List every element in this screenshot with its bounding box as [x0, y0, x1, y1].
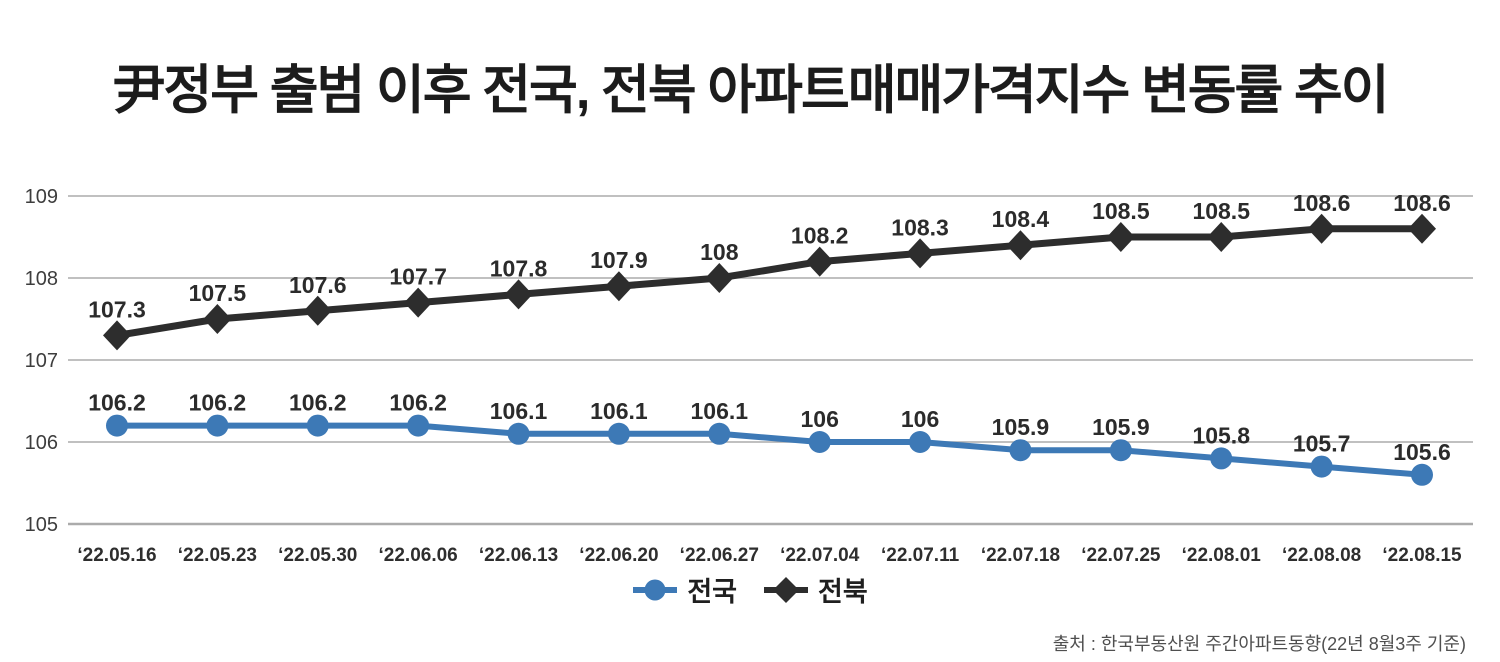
- x-axis-tick-label: ‘22.06.13: [479, 545, 558, 566]
- diamond-legend-marker-icon: [764, 576, 808, 603]
- circle-legend-marker-icon: [633, 579, 678, 600]
- data-point-marker: [604, 271, 633, 302]
- data-point-marker: [1408, 213, 1436, 244]
- data-point-marker: [106, 414, 128, 437]
- data-point-marker: [1310, 455, 1333, 478]
- x-axis-tick-label: ‘22.06.06: [379, 545, 458, 566]
- data-point-label: 105.9: [1092, 414, 1150, 440]
- x-axis-tick-label: ‘22.05.30: [278, 545, 357, 566]
- data-point-marker: [1009, 439, 1032, 462]
- y-axis-tick-label: 108: [25, 268, 58, 290]
- x-axis-tick-label: ‘22.08.01: [1182, 545, 1262, 566]
- series-line-circle: [117, 422, 1423, 478]
- data-point-marker: [203, 304, 232, 334]
- data-point-label: 106: [901, 406, 939, 432]
- data-point-label: 107.5: [189, 280, 247, 306]
- data-point-marker: [1411, 463, 1433, 486]
- data-point-label: 106.2: [189, 390, 247, 416]
- data-point-marker: [607, 422, 630, 445]
- x-axis-tick-label: ‘22.07.11: [881, 545, 960, 566]
- legend-item-diamond: 전북: [763, 570, 868, 609]
- data-point-marker: [504, 279, 533, 310]
- data-point-label: 107.9: [590, 247, 648, 273]
- data-point-marker: [1006, 230, 1035, 261]
- data-point-marker: [1109, 439, 1132, 462]
- data-point-label: 108: [700, 239, 739, 265]
- data-point-marker: [404, 287, 433, 318]
- series-line-diamond: [116, 225, 1422, 339]
- legend-item-circle: 전국: [632, 570, 737, 609]
- data-point-label: 106.1: [691, 398, 749, 424]
- data-point-label: 106: [801, 406, 839, 432]
- data-point-marker: [103, 320, 131, 351]
- legend: 전국 전북: [0, 570, 1500, 609]
- x-axis-tick-label: ‘22.07.25: [1081, 545, 1161, 566]
- y-axis-tick-label: 107: [25, 350, 58, 372]
- data-point-label: 106.1: [490, 398, 548, 424]
- data-point-label: 105.6: [1393, 439, 1451, 465]
- y-axis-tick-label: 105: [25, 514, 58, 536]
- x-axis-tick-label: ‘22.07.04: [780, 545, 860, 566]
- legend-label: 전국: [687, 577, 737, 607]
- y-axis-tick-label: 109: [25, 186, 58, 208]
- x-axis-tick-label: ‘22.06.27: [680, 545, 759, 566]
- data-point-marker: [1307, 213, 1336, 244]
- data-point-marker: [303, 295, 332, 326]
- data-point-label: 108.6: [1393, 190, 1451, 216]
- data-point-label: 105.9: [992, 414, 1050, 440]
- data-point-label: 108.3: [891, 214, 949, 240]
- data-point-label: 108.6: [1293, 190, 1351, 216]
- data-point-marker: [808, 431, 831, 453]
- data-point-label: 106.2: [88, 390, 146, 416]
- data-point-label: 106.2: [389, 390, 447, 416]
- data-point-marker: [1106, 222, 1135, 252]
- data-point-marker: [705, 263, 734, 293]
- data-point-label: 108.5: [1192, 198, 1250, 224]
- x-axis-tick-label: ‘22.05.16: [77, 545, 156, 566]
- x-axis-tick-label: ‘22.05.23: [178, 545, 257, 566]
- data-point-label: 106.2: [289, 390, 347, 416]
- x-axis-tick-label: ‘22.07.18: [981, 545, 1060, 566]
- data-point-label: 107.6: [289, 272, 347, 298]
- data-point-marker: [805, 246, 834, 277]
- data-point-label: 107.3: [88, 296, 146, 322]
- data-point-marker: [306, 414, 329, 437]
- data-point-marker: [1210, 447, 1233, 470]
- data-point-marker: [708, 422, 731, 445]
- data-point-marker: [909, 431, 932, 453]
- x-axis-tick-label: ‘22.08.08: [1282, 545, 1361, 566]
- data-point-label: 106.1: [590, 398, 648, 424]
- data-point-marker: [1207, 222, 1236, 252]
- data-point-marker: [206, 414, 229, 437]
- data-point-label: 107.7: [389, 264, 447, 290]
- data-point-marker: [906, 238, 935, 269]
- y-axis-tick-label: 106: [25, 432, 58, 454]
- data-point-marker: [407, 414, 430, 437]
- data-point-label: 108.5: [1092, 198, 1150, 224]
- x-axis-tick-label: ‘22.08.15: [1382, 545, 1462, 566]
- legend-label: 전북: [818, 577, 868, 607]
- chart-title: 尹정부 출범 이후 전국, 전북 아파트매매가격지수 변동률 추이: [112, 61, 1389, 120]
- data-point-label: 105.7: [1293, 431, 1351, 457]
- data-point-label: 107.8: [490, 255, 548, 281]
- source-note: 출처 : 한국부동산원 주간아파트동향(22년 8월3주 기준): [1052, 634, 1466, 654]
- x-axis-tick-label: ‘22.06.20: [579, 545, 658, 566]
- data-point-label: 108.4: [992, 206, 1050, 232]
- data-point-label: 108.2: [791, 223, 849, 249]
- data-point-label: 105.8: [1192, 422, 1250, 448]
- data-point-marker: [507, 422, 530, 445]
